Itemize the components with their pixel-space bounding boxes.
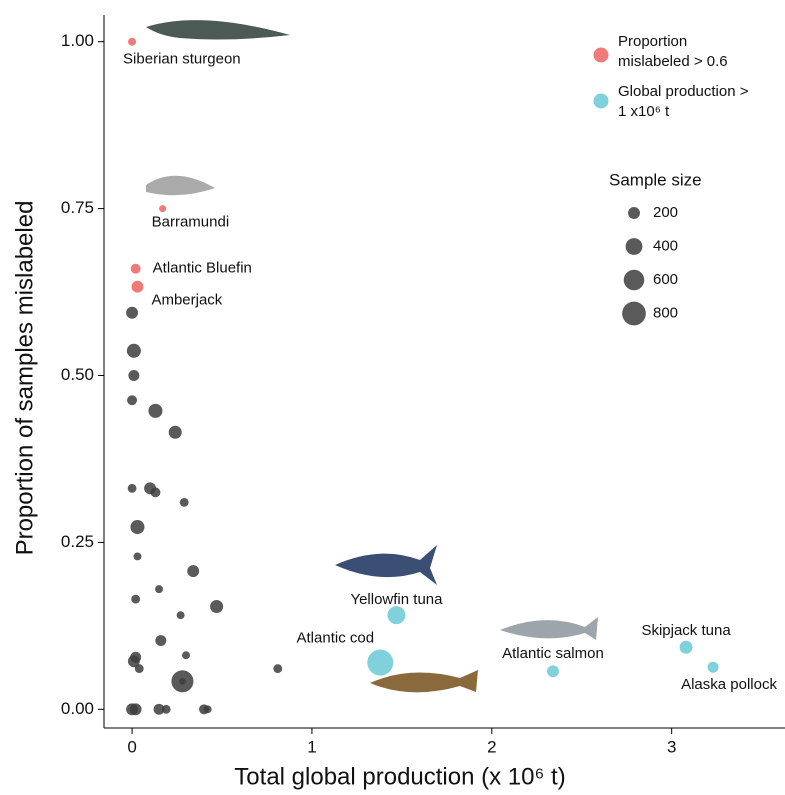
x-axis-title: Total global production (x 10⁶ t) <box>234 763 565 790</box>
point <box>679 640 693 654</box>
point <box>127 395 138 406</box>
size-legend-marker <box>623 269 645 291</box>
x-tick-label: 1 <box>307 737 316 756</box>
point <box>387 606 406 625</box>
point <box>707 661 719 673</box>
y-tick-label: 0.00 <box>61 699 94 718</box>
size-legend-label: 600 <box>653 271 678 288</box>
point <box>127 655 140 668</box>
point <box>179 497 189 507</box>
legend-label: Proportion mislabeled > 0.6 <box>618 33 728 70</box>
point <box>210 599 224 614</box>
size-legend-marker <box>628 207 640 219</box>
point <box>133 552 142 561</box>
point-label: Atlantic salmon <box>502 645 604 662</box>
x-tick-label: 3 <box>667 737 676 756</box>
point <box>150 487 161 498</box>
point-label: Barramundi <box>152 214 230 231</box>
point <box>131 280 144 293</box>
point <box>176 611 185 620</box>
point-label: Atlantic cod <box>297 630 375 647</box>
point <box>128 37 137 46</box>
point <box>547 665 559 678</box>
point <box>129 703 142 716</box>
point <box>187 565 200 578</box>
point <box>127 483 137 493</box>
point <box>148 403 163 418</box>
cod-icon <box>370 670 478 693</box>
sturgeon-icon <box>146 20 290 40</box>
point-label: Siberian sturgeon <box>123 51 241 68</box>
point <box>155 585 164 594</box>
y-tick-label: 0.75 <box>61 198 94 217</box>
point <box>153 703 165 715</box>
point <box>131 594 141 604</box>
y-tick-label: 0.50 <box>61 365 94 384</box>
point <box>126 306 138 319</box>
size-legend-title: Sample size <box>609 170 702 189</box>
point <box>134 664 144 673</box>
point <box>126 343 141 358</box>
point <box>182 651 191 660</box>
point <box>128 370 140 381</box>
point-label: Skipjack tuna <box>641 622 731 639</box>
point <box>130 263 141 274</box>
point <box>367 649 394 676</box>
y-tick-label: 1.00 <box>61 31 94 50</box>
point <box>155 635 167 647</box>
point-label: Alaska pollock <box>681 676 777 693</box>
point <box>130 520 145 535</box>
point-label: Yellowfin tuna <box>350 591 443 608</box>
point <box>179 678 186 685</box>
barramundi-icon <box>146 175 215 196</box>
point <box>161 704 171 714</box>
yellowfin-icon <box>335 545 437 585</box>
size-legend-label: 400 <box>653 237 678 254</box>
size-legend-marker <box>622 301 646 326</box>
y-tick-label: 0.25 <box>61 532 94 551</box>
x-tick-label: 2 <box>487 737 496 756</box>
point <box>159 205 167 213</box>
x-tick-label: 0 <box>127 737 136 756</box>
point <box>273 664 283 673</box>
salmon-icon <box>500 617 598 640</box>
legend-swatch <box>593 47 609 63</box>
fish-illustrations <box>146 20 598 693</box>
y-axis-title: Proportion of samples mislabeled <box>11 201 38 556</box>
point-label: Amberjack <box>151 292 222 309</box>
size-legend-label: 200 <box>653 204 678 221</box>
size-legend-marker <box>625 238 643 255</box>
size-legend-label: 800 <box>653 304 678 321</box>
legend-swatch <box>593 93 609 109</box>
point <box>203 705 212 714</box>
legend-label: Global production > 1 x10⁶ t <box>618 83 749 120</box>
point <box>168 425 182 439</box>
point-label: Atlantic Bluefin <box>153 260 252 277</box>
